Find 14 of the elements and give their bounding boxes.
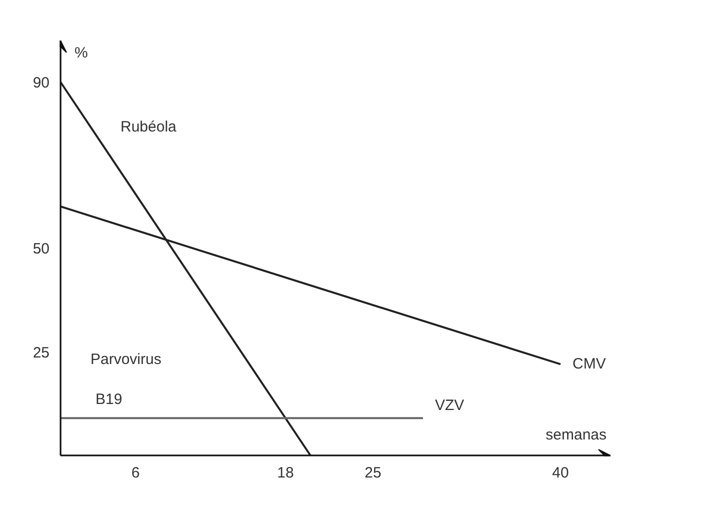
annotation: B19: [96, 391, 122, 408]
x-tick-label: 6: [131, 464, 140, 482]
annotation: Parvovirus: [90, 351, 162, 368]
series-label: VZV: [435, 397, 464, 414]
y-tick-label: 25: [32, 344, 50, 362]
y-tick-label: 50: [32, 240, 50, 258]
x-tick-label: 25: [364, 464, 382, 482]
series-label: CMV: [572, 356, 606, 373]
x-tick-label: 40: [552, 464, 569, 482]
y-axis-title: %: [74, 44, 88, 62]
y-tick-label: 90: [32, 74, 50, 92]
x-tick-label: 18: [277, 464, 294, 482]
x-axis-title: semanas: [546, 426, 607, 444]
series-label: Rubéola: [120, 118, 178, 136]
